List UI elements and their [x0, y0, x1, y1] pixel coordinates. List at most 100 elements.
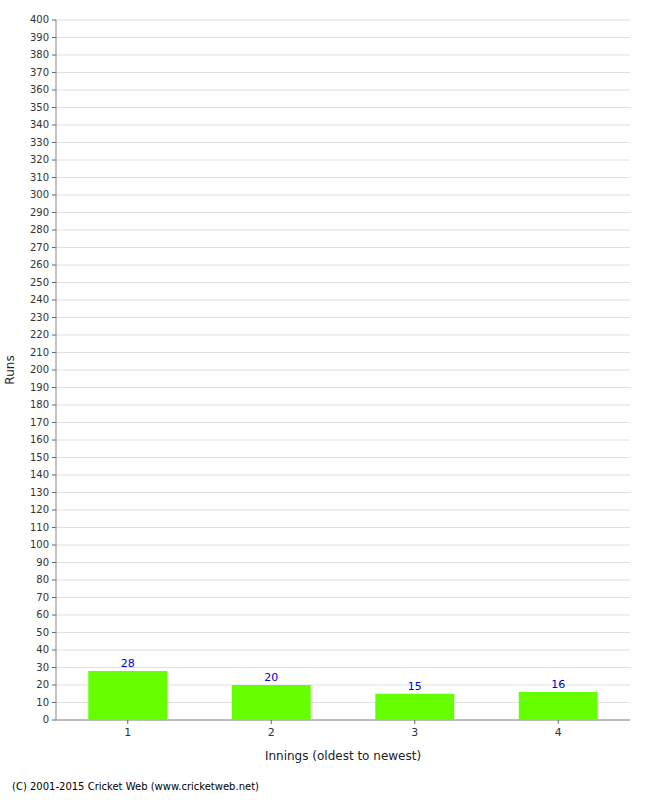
y-tick-label: 280	[30, 224, 49, 235]
grid-line	[56, 615, 630, 616]
grid-line	[56, 475, 630, 476]
y-axis-line	[56, 20, 57, 720]
grid-line	[56, 177, 630, 178]
grid-line	[56, 667, 630, 668]
data-labels: 28201516	[121, 657, 566, 693]
x-axis-title: Innings (oldest to newest)	[265, 749, 421, 763]
x-tick-label: 4	[555, 726, 562, 739]
data-label: 16	[551, 678, 565, 691]
y-tick	[52, 195, 56, 196]
grid-line	[56, 545, 630, 546]
y-tick-label: 140	[30, 469, 49, 480]
y-tick-label: 40	[36, 644, 49, 655]
data-label: 15	[408, 680, 422, 693]
y-tick-label: 180	[30, 399, 49, 410]
grid-line	[56, 387, 630, 388]
grid-line	[56, 335, 630, 336]
y-tick	[52, 720, 56, 721]
footer: (C) 2001-2015 Cricket Web (www.cricketwe…	[12, 781, 259, 792]
y-tick	[52, 387, 56, 388]
y-tick-label: 150	[30, 452, 49, 463]
grid-line	[56, 195, 630, 196]
y-tick	[52, 282, 56, 283]
x-tick	[558, 720, 559, 724]
y-tick-label: 300	[30, 189, 49, 200]
y-axis-title: Runs	[3, 355, 17, 384]
y-tick-label: 310	[30, 172, 49, 183]
chart: 0102030405060708090100110120130140150160…	[0, 0, 650, 800]
y-tick	[52, 317, 56, 318]
x-tick	[271, 720, 272, 724]
y-tick	[52, 20, 56, 21]
y-tick	[52, 90, 56, 91]
x-tick	[127, 720, 128, 724]
bar	[519, 692, 598, 720]
bars	[88, 671, 597, 720]
y-tick-label: 20	[36, 679, 49, 690]
y-tick-label: 250	[30, 277, 49, 288]
y-tick-label: 390	[30, 32, 49, 43]
grid-line	[56, 20, 630, 21]
grid-line	[56, 212, 630, 213]
y-tick	[52, 667, 56, 668]
y-tick	[52, 562, 56, 563]
y-tick-label: 190	[30, 382, 49, 393]
x-tick-label: 3	[411, 726, 418, 739]
y-tick-label: 330	[30, 137, 49, 148]
grid-line	[56, 405, 630, 406]
grid-line	[56, 317, 630, 318]
y-tick	[52, 177, 56, 178]
y-tick-label: 50	[36, 627, 49, 638]
y-tick-label: 10	[36, 697, 49, 708]
y-tick	[52, 702, 56, 703]
grid-line	[56, 37, 630, 38]
y-tick	[52, 370, 56, 371]
y-tick	[52, 545, 56, 546]
y-tick-label: 260	[30, 259, 49, 270]
y-tick	[52, 335, 56, 336]
y-tick	[52, 422, 56, 423]
grid-line	[56, 580, 630, 581]
y-tick	[52, 125, 56, 126]
y-tick	[52, 300, 56, 301]
y-tick-label: 210	[30, 347, 49, 358]
y-tick-label: 270	[30, 242, 49, 253]
y-tick	[52, 55, 56, 56]
y-tick	[52, 160, 56, 161]
y-tick-label: 30	[36, 662, 49, 673]
y-tick-label: 60	[36, 609, 49, 620]
x-tick	[414, 720, 415, 724]
y-tick	[52, 37, 56, 38]
grid-line	[56, 650, 630, 651]
y-tick	[52, 527, 56, 528]
y-tick	[52, 107, 56, 108]
bar	[232, 685, 311, 720]
y-tick-label: 350	[30, 102, 49, 113]
y-tick	[52, 492, 56, 493]
y-tick	[52, 352, 56, 353]
y-tick-label: 360	[30, 84, 49, 95]
axes: 0102030405060708090100110120130140150160…	[30, 14, 630, 739]
y-tick	[52, 457, 56, 458]
grid-line	[56, 527, 630, 528]
y-tick	[52, 440, 56, 441]
grid-line	[56, 422, 630, 423]
grid-line	[56, 282, 630, 283]
grid-line	[56, 107, 630, 108]
grid-line	[56, 370, 630, 371]
y-tick-label: 80	[36, 574, 49, 585]
grid-line	[56, 492, 630, 493]
y-tick-label: 70	[36, 592, 49, 603]
grid-line	[56, 440, 630, 441]
grid-line	[56, 300, 630, 301]
y-tick	[52, 580, 56, 581]
grid-line	[56, 510, 630, 511]
bar	[88, 671, 167, 720]
y-tick-label: 130	[30, 487, 49, 498]
y-tick-label: 320	[30, 154, 49, 165]
grid-line	[56, 457, 630, 458]
x-tick-label: 2	[268, 726, 275, 739]
y-tick	[52, 597, 56, 598]
data-label: 28	[121, 657, 135, 670]
grid-line	[56, 562, 630, 563]
